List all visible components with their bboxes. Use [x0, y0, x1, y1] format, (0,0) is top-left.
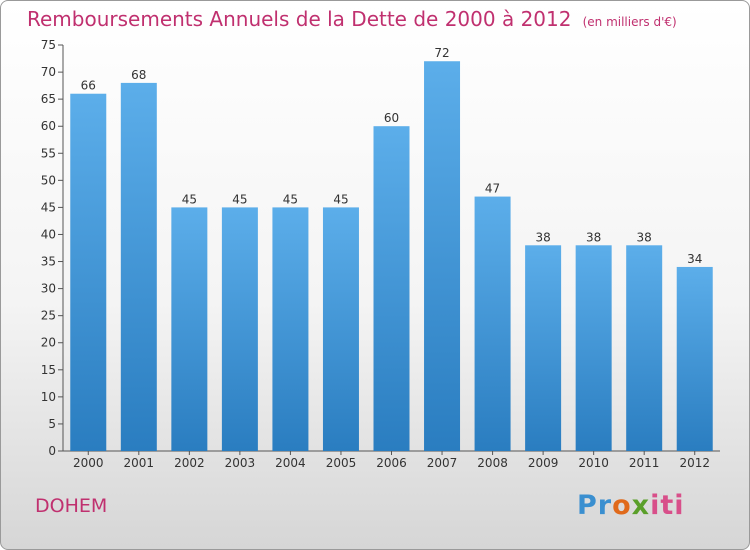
x-tick-label: 2008 [477, 456, 508, 470]
x-tick-label: 2010 [578, 456, 609, 470]
chart-units: (en milliers d'€) [582, 15, 677, 29]
x-tick-label: 2009 [528, 456, 559, 470]
x-tick-label: 2011 [629, 456, 660, 470]
x-tick-label: 2006 [376, 456, 407, 470]
bar [373, 126, 410, 451]
bar [120, 82, 157, 451]
y-tick-label: 5 [48, 417, 56, 431]
y-tick-label: 25 [41, 309, 56, 323]
bars [70, 61, 713, 452]
data-label: 38 [535, 230, 550, 244]
y-tick-label: 55 [41, 146, 56, 160]
logo-part-2: o [612, 490, 632, 521]
logo-part-4: iti [650, 490, 685, 521]
y-tick-label: 35 [41, 255, 56, 269]
y-tick-label: 60 [41, 119, 56, 133]
y-tick-label: 15 [41, 363, 56, 377]
y-tick-label: 75 [41, 38, 56, 52]
bar [474, 196, 511, 451]
data-label: 45 [283, 192, 298, 206]
commune-name: DOHEM [35, 495, 108, 517]
data-label: 66 [81, 79, 96, 93]
data-label: 68 [131, 68, 146, 82]
axes: 0 5 10 15 20 25 30 35 40 45 50 55 60 65 70 75 2000 2001 20… [41, 38, 720, 470]
y-tick-label: 70 [41, 65, 56, 79]
proxiti-logo[interactable]: Proxiti [577, 490, 685, 521]
data-label: 72 [434, 46, 449, 60]
data-label: 60 [384, 111, 399, 125]
data-label: 47 [485, 182, 500, 196]
y-tick-label: 50 [41, 173, 56, 187]
data-label: 45 [182, 192, 197, 206]
chart-title: Remboursements Annuels de la Dette de 20… [27, 7, 572, 31]
bar [676, 266, 713, 451]
bar [171, 207, 208, 451]
bar [424, 61, 461, 452]
x-tick-label: 2003 [225, 456, 256, 470]
x-tick-label: 2000 [73, 456, 104, 470]
logo-part-3: x [631, 490, 651, 521]
data-label: 38 [637, 230, 652, 244]
data-label: 45 [333, 192, 348, 206]
data-labels: 66 68 45 45 45 45 60 72 47 38 38 38 34 [81, 46, 703, 266]
y-tick-label: 65 [41, 92, 56, 106]
x-tick-label: 2005 [326, 456, 357, 470]
y-tick-label: 40 [41, 227, 56, 241]
y-tick-label: 20 [41, 336, 56, 350]
y-tick-label: 10 [41, 390, 56, 404]
x-tick-label: 2002 [174, 456, 205, 470]
bar [272, 207, 309, 451]
logo-part-1: Pr [577, 490, 613, 521]
title-row: Remboursements Annuels de la Dette de 20… [27, 7, 677, 31]
data-label: 38 [586, 230, 601, 244]
bar [322, 207, 359, 451]
bar [221, 207, 258, 451]
y-tick-label: 45 [41, 200, 56, 214]
bar [525, 245, 562, 451]
bar [70, 93, 107, 451]
x-tick-label: 2001 [124, 456, 155, 470]
y-tick-label: 30 [41, 282, 56, 296]
data-label: 34 [687, 252, 702, 266]
x-tick-label: 2004 [275, 456, 306, 470]
x-tick-label: 2012 [679, 456, 710, 470]
y-tick-label: 0 [48, 444, 56, 458]
x-tick-label: 2007 [427, 456, 458, 470]
bar [626, 245, 663, 451]
data-label: 45 [232, 192, 247, 206]
bar [575, 245, 612, 451]
